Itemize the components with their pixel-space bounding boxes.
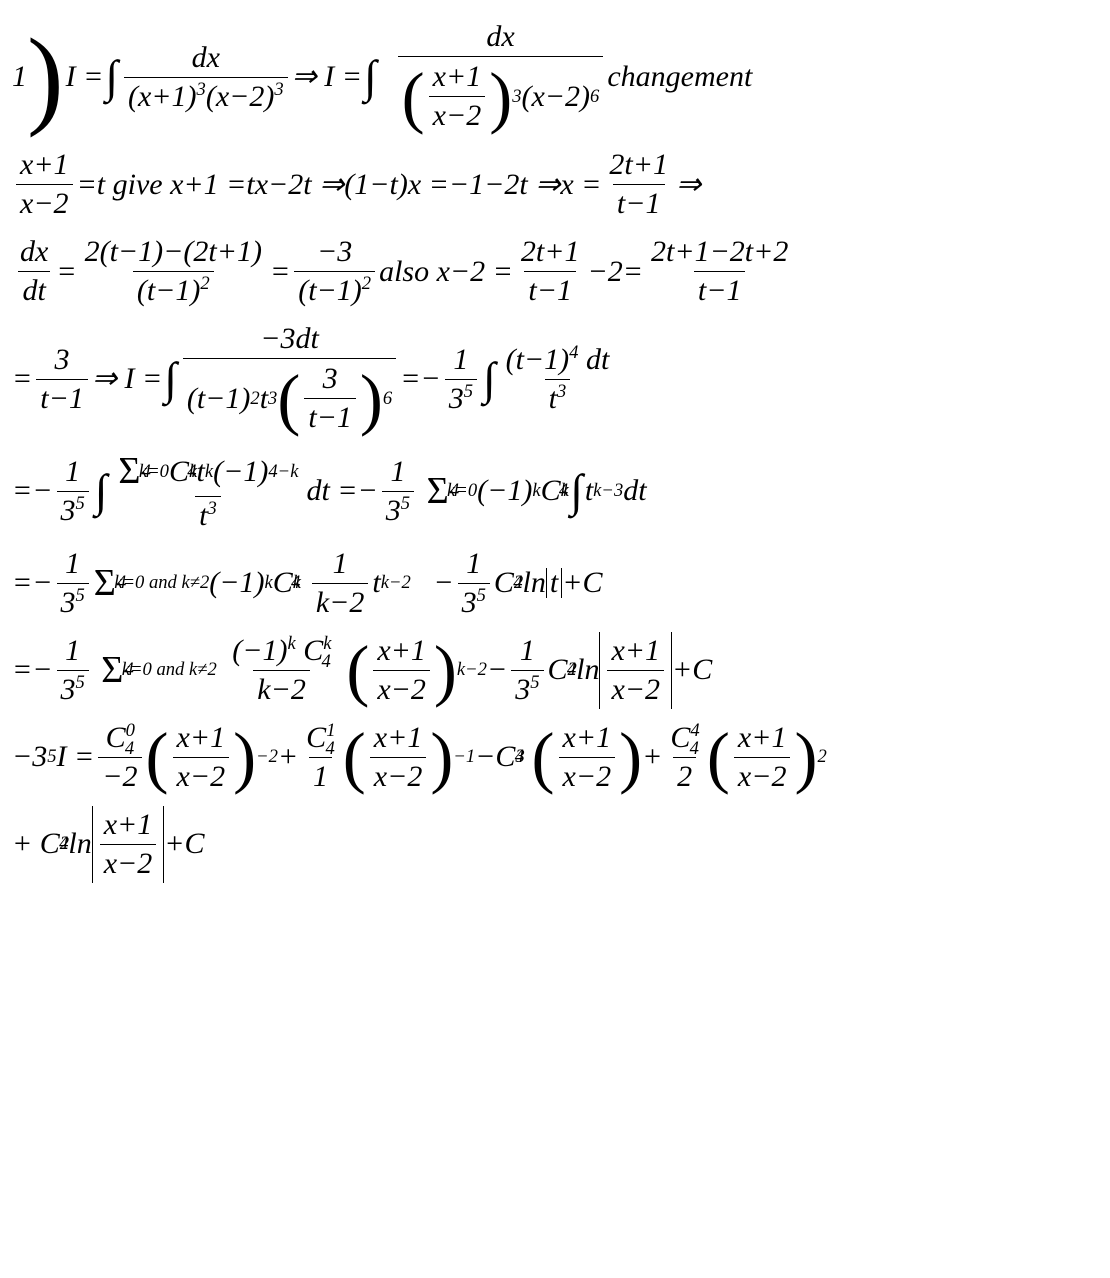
I-eq: I = bbox=[66, 62, 104, 92]
sigma-icon: Σ bbox=[94, 564, 116, 602]
fraction: 2t+1 t−1 bbox=[517, 233, 584, 310]
arrow-I: ⇒ I = bbox=[292, 62, 362, 92]
fraction: (−1)k Ck4 k−2 bbox=[228, 632, 335, 709]
abs-value: x+1 x−2 bbox=[92, 806, 165, 883]
paren-group: x+1 x−2 bbox=[346, 632, 457, 709]
sigma-icon: Σ bbox=[118, 449, 140, 495]
fraction: 2(t−1)−(2t+1) (t−1)2 bbox=[81, 233, 266, 310]
sigma-icon: Σ bbox=[427, 472, 449, 510]
fraction: x+1 x−2 bbox=[16, 146, 73, 223]
fraction: 1 35 bbox=[57, 453, 89, 530]
equation-line-6: =− 1 35 Σ4k=0 and k≠2 (−1)k Ck4 1 k−2 tk… bbox=[12, 545, 1098, 622]
fraction: Σ4k=0 Ck4 tk (−1)4−k t3 bbox=[113, 448, 302, 535]
integral-sign: ∫ bbox=[364, 54, 377, 100]
fraction: 1 35 bbox=[382, 453, 414, 530]
fraction: dx dt bbox=[16, 233, 52, 310]
equation-line-5: =− 1 35 ∫ Σ4k=0 Ck4 tk (−1)4−k t3 dt =− … bbox=[12, 448, 1098, 535]
integral-sign: ∫ bbox=[570, 468, 583, 514]
fraction: C04 −2 bbox=[98, 719, 141, 796]
integral-sign: ∫ bbox=[483, 356, 496, 402]
integral-sign: ∫ bbox=[105, 54, 118, 100]
fraction: 3 t−1 bbox=[36, 341, 88, 418]
abs-value: x+1 x−2 bbox=[599, 632, 672, 709]
fraction: dx (x+1)3(x−2)3 bbox=[124, 39, 288, 116]
fraction: C14 1 bbox=[302, 719, 339, 796]
fraction: −3 (t−1)2 bbox=[294, 233, 375, 310]
big-paren: ) bbox=[27, 33, 64, 121]
equation-line-3: dx dt = 2(t−1)−(2t+1) (t−1)2 = −3 (t−1)2… bbox=[12, 233, 1098, 310]
fraction: 2t+1−2t+2 t−1 bbox=[647, 233, 792, 310]
fraction: 1 35 bbox=[511, 632, 543, 709]
equation-line-9: + C24 ln x+1 x−2 +C bbox=[12, 806, 1098, 883]
abs-value: t bbox=[546, 568, 562, 598]
paren-group: x+1 x−2 bbox=[707, 719, 818, 796]
equation-line-8: −35I = C04 −2 x+1 x−2 −2 + C14 1 x+1 x−2… bbox=[12, 719, 1098, 796]
paren-group: x+1 x−2 bbox=[532, 719, 643, 796]
equation-line-1: 1 ) I = ∫ dx (x+1)3(x−2)3 ⇒ I = ∫ dx x+1… bbox=[12, 18, 1098, 136]
integral-sign: ∫ bbox=[95, 468, 108, 514]
paren-group: x+1 x−2 bbox=[146, 719, 257, 796]
equation-line-7: =− 1 35 Σ4k=0 and k≠2 (−1)k Ck4 k−2 x+1 … bbox=[12, 632, 1098, 709]
sigma-icon: Σ bbox=[101, 651, 123, 689]
paren-group: x+1 x−2 bbox=[343, 719, 454, 796]
equation-line-4: = 3 t−1 ⇒ I = ∫ −3dt (t−1)2t3 3 t−1 6 =−… bbox=[12, 320, 1098, 438]
fraction: dx x+1 x−2 3(x−2)6 bbox=[398, 18, 604, 136]
fraction: 1 35 bbox=[57, 632, 89, 709]
equation-line-2: x+1 x−2 =t give x+1 =tx−2t ⇒(1−t)x =−1−2… bbox=[12, 146, 1098, 223]
fraction: 1 35 bbox=[458, 545, 490, 622]
fraction: 2t+1 t−1 bbox=[605, 146, 672, 223]
integral-sign: ∫ bbox=[164, 356, 177, 402]
fraction: (t−1)4 dt t3 bbox=[502, 341, 614, 418]
word-changement: changement bbox=[607, 62, 752, 92]
item-number: 1 bbox=[12, 62, 27, 92]
fraction: 1 35 bbox=[57, 545, 89, 622]
fraction: −3dt (t−1)2t3 3 t−1 6 bbox=[183, 320, 396, 438]
fraction: C44 2 bbox=[666, 719, 703, 796]
fraction: 1 35 bbox=[445, 341, 477, 418]
fraction: 1 k−2 bbox=[312, 545, 369, 622]
